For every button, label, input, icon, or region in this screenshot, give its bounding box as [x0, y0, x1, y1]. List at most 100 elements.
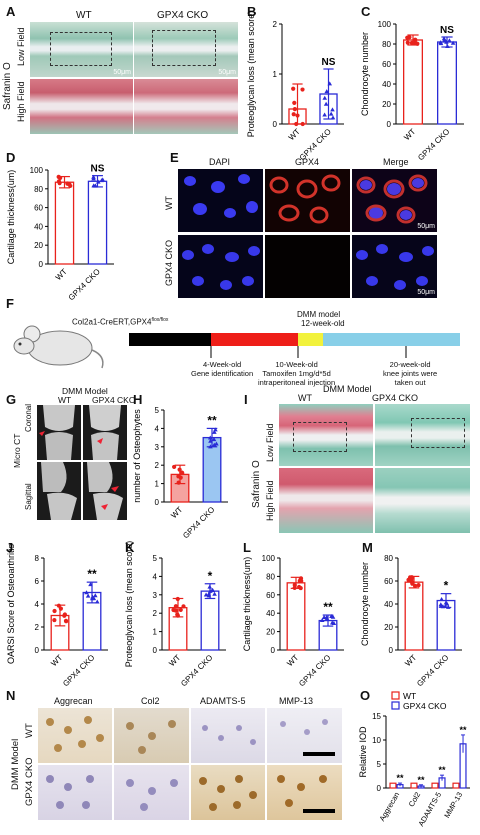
data-point-K: [173, 604, 178, 609]
panel-a-side-label: Safranin O: [2, 62, 13, 110]
y-tick-label-K: 3: [153, 591, 158, 600]
y-tick-label-L: 80: [266, 572, 275, 581]
panel-e-col-gpx4: GPX4: [295, 157, 320, 167]
data-point-D: [91, 174, 96, 179]
y-axis-label-K: Proteoglycan loss (mean score): [124, 541, 134, 668]
safranin-dmm-cko-low: [375, 404, 470, 466]
panel-label-e: E: [170, 150, 179, 165]
bar-C-0: [403, 39, 424, 125]
x-tick-label-C-1: GPX4 CKO: [416, 127, 451, 162]
safranin-dmm-wt-low: [279, 404, 373, 466]
y-tick-label-O: 10: [372, 736, 381, 745]
panel-n-row-wt: WT: [24, 723, 35, 738]
ihc-wt-aggrecan: [38, 708, 112, 763]
chart-d: 0 20 40 60 80 100 Cartilage thickness(um) WTGPX…: [6, 164, 114, 302]
panel-label-o: O: [360, 688, 371, 703]
panel-n-col-mmp13: MMP-13: [279, 696, 314, 706]
x-tick-label-M-1: GPX4 CKO: [415, 653, 450, 688]
data-point-B: [300, 121, 305, 127]
panel-label-h: H: [133, 392, 143, 407]
timeline-ticks: [210, 346, 407, 358]
x-tick-label-K-0: WT: [167, 653, 182, 668]
y-tick-label-M: 0: [389, 646, 394, 655]
panel-g-row-sagittal: Sagittal: [24, 483, 33, 510]
ihc-scale-bar-wt: [303, 752, 335, 756]
data-point-J: [94, 599, 100, 604]
data-point-K: [212, 591, 217, 596]
y-tick-label-C: 40: [382, 80, 391, 89]
bar-L-0: [286, 582, 306, 651]
data-point-J: [84, 590, 89, 595]
bar-O-0-2: [431, 782, 439, 789]
data-point-H: [213, 427, 218, 432]
y-tick-label-L: 20: [266, 628, 275, 637]
significance-O-3: **: [460, 725, 468, 735]
y-tick-label-J: 2: [35, 623, 40, 632]
bar-O-0-1: [410, 782, 418, 789]
data-point-B: [292, 107, 297, 112]
data-point-K: [178, 607, 183, 613]
mouse-icon: [13, 325, 104, 369]
y-tick-label-D: 0: [39, 260, 44, 269]
y-tick-label-D: 20: [34, 241, 43, 250]
data-point-J: [56, 603, 61, 608]
panel-i-row-high: High Field: [265, 480, 275, 521]
data-point-D: [100, 177, 106, 182]
data-point-B: [294, 121, 299, 127]
data-point-C: [405, 40, 410, 45]
y-tick-label-O: 15: [372, 712, 381, 721]
data-point-K: [175, 596, 180, 602]
panel-label-l: L: [243, 540, 251, 555]
data-point-M: [410, 581, 415, 586]
data-point-K: [207, 588, 213, 593]
panel-i-row-low: Low Field: [265, 423, 275, 462]
bar-O-0-3: [452, 782, 460, 789]
chart-l: 0 20 40 60 80 100 Cartilage thickness(um) WTGPX…: [242, 554, 344, 688]
data-point-H: [176, 480, 181, 485]
data-point-B: [330, 115, 336, 120]
y-tick-label-M: 60: [384, 577, 393, 586]
y-tick-label-O: 0: [377, 784, 382, 793]
panel-n-row-cko: GPX4 CKO: [24, 757, 35, 806]
data-point-C: [407, 35, 412, 40]
y-tick-label-D: 80: [34, 185, 43, 194]
bar-C-1: [437, 41, 458, 125]
data-point-J: [58, 606, 63, 611]
y-tick-label-D: 100: [30, 166, 44, 175]
data-point-C: [447, 38, 452, 43]
data-point-L: [331, 620, 337, 625]
timeline-segment-blue: [323, 333, 460, 346]
data-point-M: [416, 583, 421, 588]
data-point-K: [203, 592, 209, 597]
data-point-J: [91, 596, 97, 601]
safranin-wt-high-field: [30, 79, 133, 134]
significance-B: NS: [322, 57, 336, 68]
y-tick-label-K: 2: [153, 609, 158, 618]
data-point-K: [206, 593, 212, 598]
data-point-H: [172, 464, 177, 470]
if-wt-merge: 50μm: [352, 169, 437, 232]
microct-cko-sagittal: [83, 462, 127, 520]
data-point-J: [62, 612, 67, 617]
y-axis-label-B: Proteoglycan loss (mean score): [246, 11, 256, 138]
y-tick-label-J: 6: [35, 577, 40, 586]
y-axis-label-D: Cartilage thickness(um): [6, 170, 16, 265]
x-tick-label-O-0: Aggrecan: [377, 791, 401, 823]
ihc-cko-col2: [114, 765, 189, 820]
data-point-D: [67, 182, 72, 187]
if-cko-gpx4: [265, 235, 350, 298]
y-tick-label-H: 3: [155, 443, 160, 452]
data-point-B: [327, 81, 333, 86]
ihc-wt-col2: [114, 708, 189, 763]
y-axis-label-C: Chondrocyte number: [360, 32, 370, 116]
panel-label-d: D: [6, 150, 16, 165]
panel-i-col-cko: GPX4 CKO: [372, 393, 419, 403]
y-tick-label-K: 4: [153, 572, 158, 581]
bar-D-0: [54, 181, 75, 265]
data-point-C: [445, 44, 450, 49]
data-point-B: [300, 87, 305, 92]
significance-H: **: [207, 413, 217, 427]
ihc-wt-adamts5: [191, 708, 265, 763]
